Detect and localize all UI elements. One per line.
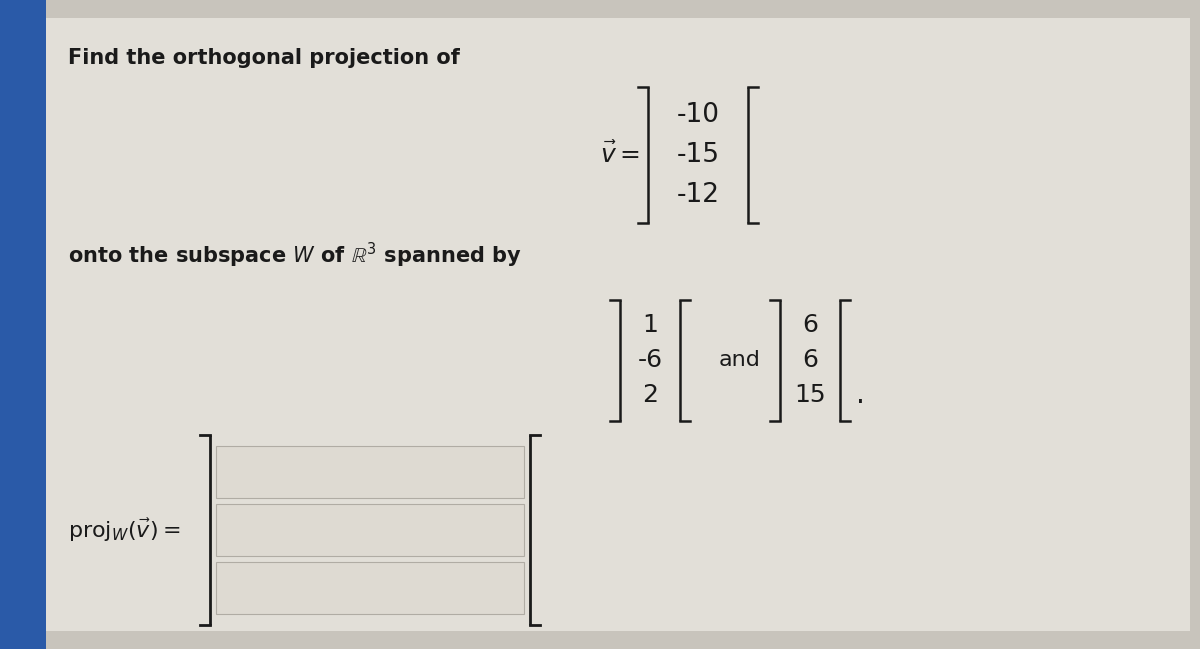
- Text: Find the orthogonal projection of: Find the orthogonal projection of: [68, 48, 460, 68]
- Text: 15: 15: [794, 383, 826, 407]
- Text: 2: 2: [642, 383, 658, 407]
- Text: onto the subspace $\mathit{W}$ of $\mathbb{R}^3$ spanned by: onto the subspace $\mathit{W}$ of $\math…: [68, 240, 522, 269]
- Text: -6: -6: [637, 348, 662, 372]
- Text: .: .: [856, 381, 865, 409]
- Text: 6: 6: [802, 313, 818, 337]
- Text: $\vec{v}=$: $\vec{v}=$: [600, 142, 640, 168]
- FancyBboxPatch shape: [216, 504, 524, 556]
- Text: -10: -10: [677, 102, 720, 128]
- Text: 6: 6: [802, 348, 818, 372]
- Text: -15: -15: [677, 142, 720, 168]
- FancyBboxPatch shape: [216, 446, 524, 498]
- FancyBboxPatch shape: [0, 0, 46, 649]
- Text: $\mathrm{proj}_W(\vec{v})=$: $\mathrm{proj}_W(\vec{v})=$: [68, 517, 180, 544]
- FancyBboxPatch shape: [46, 18, 1190, 631]
- Text: and: and: [719, 350, 761, 370]
- FancyBboxPatch shape: [216, 562, 524, 614]
- Text: -12: -12: [677, 182, 720, 208]
- Text: 1: 1: [642, 313, 658, 337]
